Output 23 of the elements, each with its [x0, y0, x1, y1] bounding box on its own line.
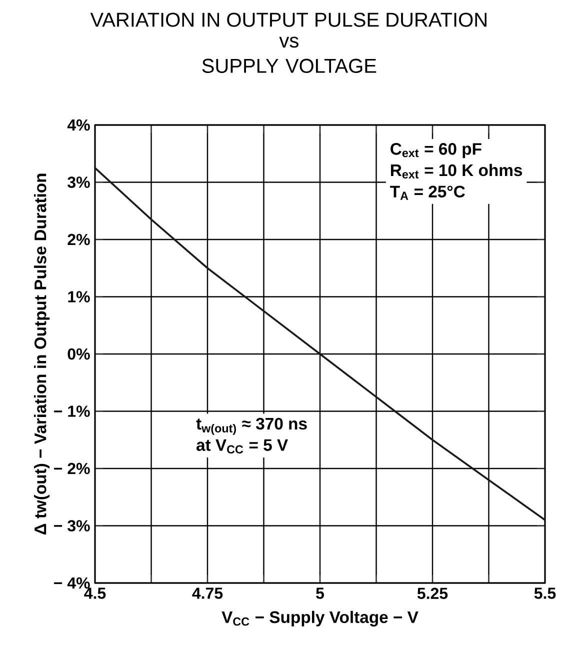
y-tick-label: 3% [68, 176, 90, 188]
y-tick-label: − 1% [54, 406, 90, 417]
y-tick-label: − 2% [54, 462, 90, 474]
x-tick-label: 5.25 [417, 588, 448, 600]
y-tick-label: − 3% [54, 520, 90, 532]
y-tick-label: − 4% [54, 577, 90, 589]
y-axis-title: Δ tw(out) − Variation in Output Pulse Duration [34, 174, 50, 535]
y-tick-label: 1% [68, 291, 90, 302]
y-tick-label: 4% [67, 119, 90, 131]
chart-title: VARIATION IN OUTPUT PULSE DURATION [90, 12, 486, 27]
annotation: T$_{A}$ = 25°C [390, 186, 465, 200]
chart-subtitle: vs SUPPLY VOLTAGE [202, 36, 376, 73]
annotation: t$_{w(out)}$ ≈ 370 ns [196, 418, 307, 435]
y-tick-label: 2% [68, 234, 90, 246]
x-tick-label: 4.5 [84, 588, 106, 599]
annotation: C$_{ext}$ = 60 pF [390, 143, 482, 158]
annotation: R$_{ext}$ = 10 K ohms [391, 164, 522, 178]
x-tick-label: 4.75 [192, 588, 223, 599]
y-tick-label: 0% [68, 348, 90, 360]
x-tick-label: 5.5 [534, 588, 556, 599]
x-axis-title: V$_{CC}$ − Supply Voltage − V [222, 610, 418, 626]
x-tick-label: 5 [316, 588, 324, 599]
annotation: at V$_{CC}$ = 5 V [196, 439, 288, 454]
